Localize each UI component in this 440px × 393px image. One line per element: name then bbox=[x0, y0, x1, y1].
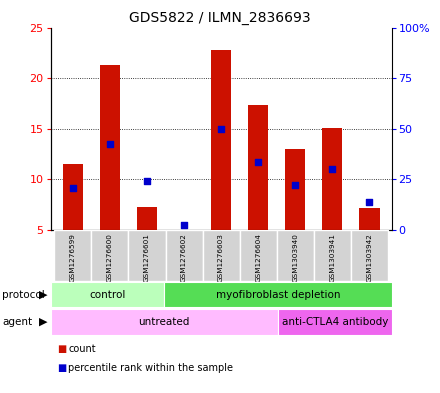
Text: agent: agent bbox=[2, 317, 32, 327]
Text: anti-CTLA4 antibody: anti-CTLA4 antibody bbox=[282, 317, 388, 327]
Text: count: count bbox=[68, 344, 96, 354]
Text: GSM1303942: GSM1303942 bbox=[367, 233, 372, 282]
Text: GSM1303941: GSM1303941 bbox=[329, 233, 335, 282]
Bar bbox=[240, 230, 277, 281]
Bar bbox=[164, 282, 392, 307]
Point bbox=[70, 185, 77, 191]
Bar bbox=[322, 128, 342, 230]
Bar bbox=[278, 309, 392, 335]
Text: GSM1303940: GSM1303940 bbox=[292, 233, 298, 282]
Text: control: control bbox=[89, 290, 126, 299]
Bar bbox=[285, 149, 305, 230]
Text: ▶: ▶ bbox=[39, 290, 48, 299]
Point bbox=[180, 222, 187, 228]
Bar bbox=[211, 50, 231, 230]
Point bbox=[218, 126, 225, 132]
Text: protocol: protocol bbox=[2, 290, 45, 299]
Text: untreated: untreated bbox=[139, 317, 190, 327]
Text: GSM1276601: GSM1276601 bbox=[144, 233, 150, 282]
Bar bbox=[54, 230, 92, 281]
Text: GSM1276603: GSM1276603 bbox=[218, 233, 224, 282]
Bar bbox=[277, 230, 314, 281]
Point bbox=[292, 182, 299, 189]
Point bbox=[329, 166, 336, 172]
Bar bbox=[51, 282, 164, 307]
Bar bbox=[314, 230, 351, 281]
Bar bbox=[62, 164, 83, 230]
Text: myofibroblast depletion: myofibroblast depletion bbox=[216, 290, 340, 299]
Text: percentile rank within the sample: percentile rank within the sample bbox=[68, 363, 233, 373]
Bar bbox=[92, 230, 128, 281]
Bar bbox=[100, 65, 120, 230]
Bar bbox=[202, 230, 240, 281]
Text: GSM1276599: GSM1276599 bbox=[70, 233, 76, 282]
Bar bbox=[359, 208, 380, 230]
Point bbox=[366, 198, 373, 205]
Text: ▶: ▶ bbox=[39, 317, 48, 327]
Point bbox=[106, 141, 114, 147]
Bar bbox=[51, 309, 278, 335]
Text: ■: ■ bbox=[57, 344, 66, 354]
Bar bbox=[137, 207, 157, 230]
Text: GSM1276602: GSM1276602 bbox=[181, 233, 187, 282]
Bar bbox=[165, 230, 202, 281]
Point bbox=[143, 178, 150, 184]
Bar bbox=[248, 105, 268, 230]
Bar bbox=[351, 230, 388, 281]
Text: ■: ■ bbox=[57, 363, 66, 373]
Text: GSM1276604: GSM1276604 bbox=[255, 233, 261, 282]
Text: GDS5822 / ILMN_2836693: GDS5822 / ILMN_2836693 bbox=[129, 11, 311, 25]
Bar bbox=[128, 230, 165, 281]
Point bbox=[255, 159, 262, 165]
Text: GSM1276600: GSM1276600 bbox=[107, 233, 113, 282]
